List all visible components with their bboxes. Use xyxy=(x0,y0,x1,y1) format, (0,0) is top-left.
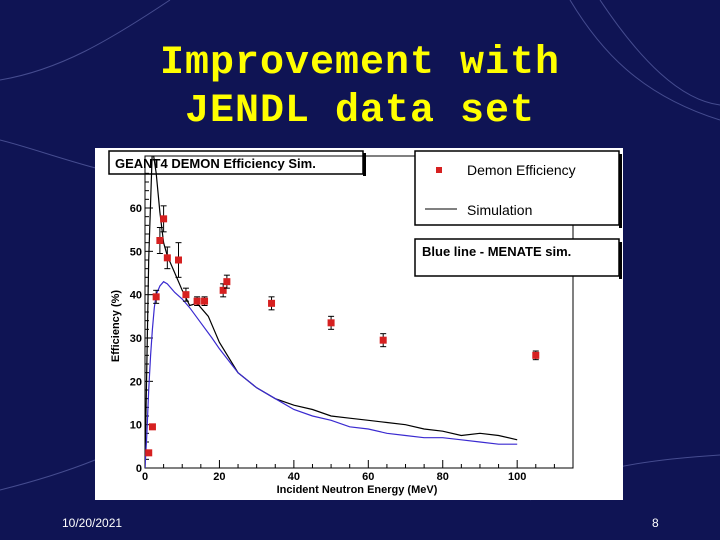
slide-title-line-1: Improvement with xyxy=(159,41,561,86)
legend-label-simulation: Simulation xyxy=(467,202,532,218)
x-tick-label: 40 xyxy=(288,471,300,483)
data-point xyxy=(379,336,387,344)
y-tick-label: 30 xyxy=(130,333,142,345)
efficiency-chart: GEANT4 DEMON Efficiency Sim. Demon Effic… xyxy=(108,150,622,496)
annotation-box-shadow xyxy=(619,242,622,279)
legend-box xyxy=(414,150,620,226)
y-tick-label: 20 xyxy=(130,376,142,388)
data-point xyxy=(193,297,201,305)
slide-title: Improvement with JENDL data set xyxy=(120,40,600,136)
data-point xyxy=(160,215,168,223)
y-tick-label: 60 xyxy=(130,203,142,215)
x-axis-label: Incident Neutron Energy (MeV) xyxy=(277,484,438,496)
annotation-box xyxy=(414,238,620,277)
slide-date: 10/20/2021 xyxy=(62,516,123,530)
x-tick-label: 60 xyxy=(362,471,374,483)
y-axis-label: Efficiency (%) xyxy=(110,290,122,362)
y-tick-label: 0 xyxy=(136,463,142,475)
chart-title: GEANT4 DEMON Efficiency Sim. xyxy=(115,156,316,171)
chart-panel: GEANT4 DEMON Efficiency Sim. Demon Effic… xyxy=(95,148,623,500)
y-tick-label: 40 xyxy=(130,290,142,302)
x-tick-label: 100 xyxy=(508,471,526,483)
x-tick-label: 0 xyxy=(142,471,148,483)
data-point xyxy=(152,293,160,301)
slide-page-number: 8 xyxy=(652,516,659,530)
data-point xyxy=(201,297,209,305)
data-point xyxy=(532,351,540,359)
legend-label-demon: Demon Efficiency xyxy=(467,162,576,178)
data-point xyxy=(223,278,231,286)
y-tick-label: 10 xyxy=(130,420,142,432)
slide-title-line-2: JENDL data set xyxy=(184,89,536,134)
data-point xyxy=(148,423,156,431)
legend-box-shadow xyxy=(619,154,622,228)
y-tick-label: 50 xyxy=(130,246,142,258)
x-tick-label: 20 xyxy=(213,471,225,483)
data-point xyxy=(182,291,190,299)
menate-annotation: Blue line - MENATE sim. xyxy=(422,244,571,259)
data-point xyxy=(174,256,182,264)
data-point xyxy=(327,319,335,327)
data-point xyxy=(219,286,227,294)
legend-marker-demon xyxy=(436,167,442,173)
x-tick-label: 80 xyxy=(437,471,449,483)
chart-title-box-shadow xyxy=(363,153,366,176)
menate-line xyxy=(145,280,518,468)
data-point xyxy=(145,449,153,457)
data-point xyxy=(163,254,171,262)
data-point xyxy=(268,299,276,307)
data-point xyxy=(156,237,164,244)
